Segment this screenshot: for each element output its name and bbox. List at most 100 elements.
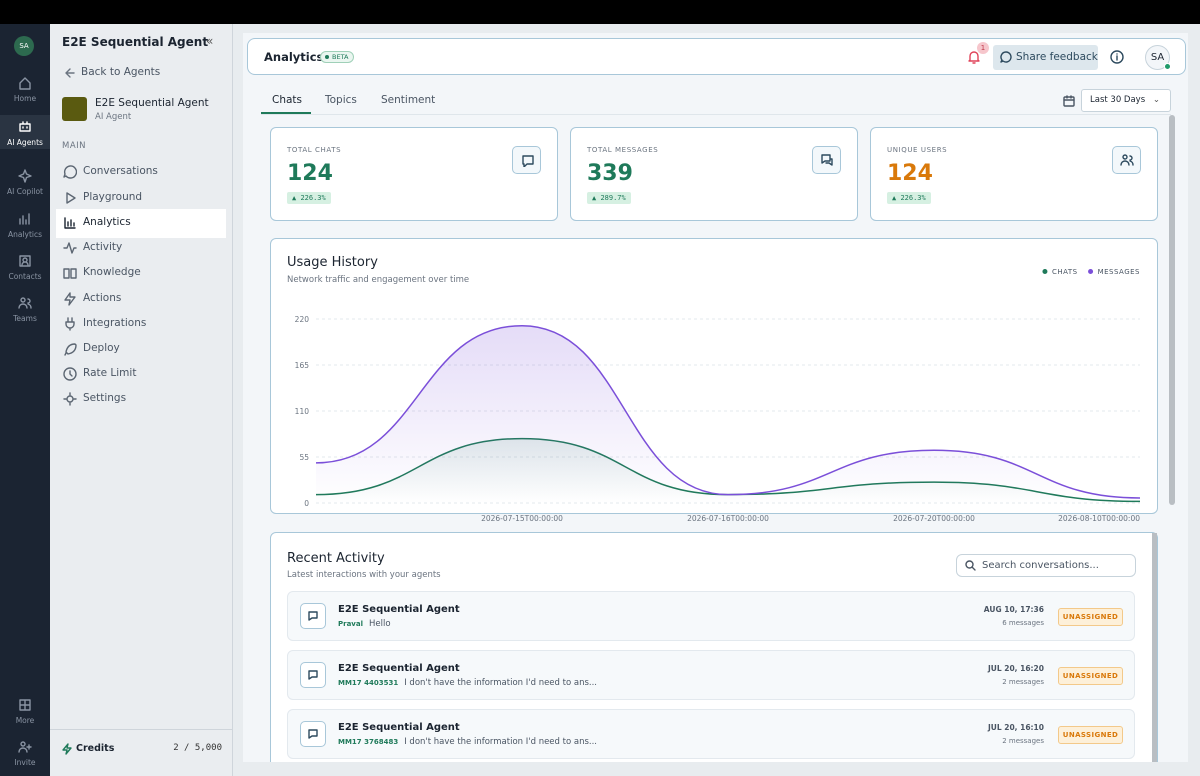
rail-label[interactable]: AI Copilot xyxy=(6,187,43,196)
stat-label: TOTAL CHATS xyxy=(287,146,342,154)
stat-card: TOTAL MESSAGES 339 ▲ 289.7% xyxy=(570,127,858,221)
icon-path xyxy=(63,392,77,406)
row-message: I don't have the information I'd need to… xyxy=(404,678,598,688)
change-text: 289.7% xyxy=(600,194,626,202)
tab[interactable]: Sentiment xyxy=(381,94,436,106)
icon-path xyxy=(1120,154,1134,166)
rail-label[interactable]: AI Agents xyxy=(7,138,43,147)
stat-card: TOTAL CHATS 124 ▲ 226.3% xyxy=(270,127,558,221)
change-text: 226.3% xyxy=(900,194,926,202)
rail-label[interactable]: Analytics xyxy=(7,230,43,239)
rail-icon xyxy=(19,121,31,132)
row-icon-box xyxy=(300,721,326,747)
nav-icon xyxy=(64,292,76,306)
page-title: Analytics xyxy=(264,50,324,64)
row-icon-box xyxy=(300,662,326,688)
y-tick-label: 110 xyxy=(295,407,310,416)
nav-item[interactable]: Analytics xyxy=(83,216,131,228)
nav-item[interactable]: Deploy xyxy=(83,342,120,354)
stat-label: TOTAL MESSAGES xyxy=(587,146,659,154)
stat-change: ▲ 289.7% xyxy=(587,192,631,204)
info-icon[interactable] xyxy=(1110,50,1124,64)
credits-label: Credits xyxy=(76,743,115,754)
row-time: JUL 20, 16:10 xyxy=(987,723,1044,732)
stat-icon-box xyxy=(812,146,841,174)
nav-item[interactable]: Conversations xyxy=(83,165,158,177)
nav-item[interactable]: Rate Limit xyxy=(83,367,137,379)
row-icon-box xyxy=(300,603,326,629)
x-tick-label: 2026-08-10T00:00:00 xyxy=(1058,514,1140,523)
rail-label[interactable]: Home xyxy=(13,94,37,103)
range-text: Last 30 Days xyxy=(1090,95,1146,105)
activity-row[interactable]: E2E Sequential Agent Praval Hello AUG 10, 1… xyxy=(287,591,1135,641)
nav-icon xyxy=(63,242,77,254)
stat-change: ▲ 226.3% xyxy=(887,192,931,204)
icon-path xyxy=(19,121,31,132)
rail-label[interactable]: Teams xyxy=(13,314,37,323)
row-sub: MM17 3768483 I don't have the information… xyxy=(338,737,597,747)
nav-item[interactable]: Settings xyxy=(83,392,127,404)
icon-path xyxy=(64,292,76,306)
sidebar: E2E Sequential Agent « Back to Agents E2… xyxy=(50,24,233,776)
agent-avatar xyxy=(62,97,87,121)
x-tick-label: 2026-07-20T00:00:00 xyxy=(893,514,975,523)
divider xyxy=(50,729,232,730)
feedback-button[interactable]: Share feedback xyxy=(993,45,1098,70)
icon-path xyxy=(19,213,30,225)
nav-item[interactable]: Integrations xyxy=(83,317,147,329)
series-area xyxy=(316,325,1140,503)
back-link[interactable]: Back to Agents xyxy=(81,66,161,78)
bell-icon[interactable] xyxy=(967,50,981,64)
nav-icon xyxy=(63,165,77,179)
legend-swatch xyxy=(1042,269,1048,274)
row-count: 2 messages xyxy=(1002,678,1044,686)
stat-value: 124 xyxy=(287,161,333,186)
nav-item[interactable]: Playground xyxy=(83,191,143,203)
nav-item[interactable]: Knowledge xyxy=(83,266,141,278)
nav-item[interactable]: Activity xyxy=(83,241,123,253)
stat-icon-box xyxy=(512,146,541,174)
icon-rail: SA Home AI Agents AI Copilot Analytics Conta… xyxy=(0,24,50,776)
card-scrollbar xyxy=(1152,533,1157,762)
legend-label: MESSAGES xyxy=(1098,268,1140,276)
activity-row[interactable]: E2E Sequential Agent MM17 4403531 I don't … xyxy=(287,650,1135,700)
icon-path xyxy=(65,317,75,331)
avatar: SA xyxy=(14,36,34,56)
rail-label[interactable]: Invite xyxy=(14,758,36,767)
row-icon xyxy=(308,729,318,739)
icon-path xyxy=(308,670,318,680)
row-status: UNASSIGNED xyxy=(1058,608,1123,626)
tabs-divider xyxy=(261,114,1171,115)
tab[interactable]: Topics xyxy=(325,94,357,106)
collapse-icon[interactable]: « xyxy=(206,34,214,48)
stat-icon-box xyxy=(1112,146,1141,174)
rail-icon xyxy=(19,213,30,225)
rail-icon xyxy=(19,77,31,90)
row-agent: E2E Sequential Agent xyxy=(338,604,460,615)
chart-title: Usage History xyxy=(287,255,378,270)
nav-item[interactable]: Actions xyxy=(83,292,122,304)
row-icon xyxy=(308,670,318,680)
activity-card: Recent Activity Latest interactions with… xyxy=(270,532,1158,762)
nav-icon xyxy=(64,217,76,229)
icon-path xyxy=(63,367,77,381)
icon-path xyxy=(63,165,77,179)
series-line xyxy=(315,324,1141,499)
range-select[interactable]: Last 30 Days ⌄ xyxy=(1081,89,1171,112)
row-count: 6 messages xyxy=(1002,619,1044,627)
nav-icon xyxy=(63,392,77,406)
agent-type: AI Agent xyxy=(95,112,132,122)
stat-value: 124 xyxy=(887,161,933,186)
x-tick-label: 2026-07-16T00:00:00 xyxy=(687,514,769,523)
search-box[interactable]: Search conversations... xyxy=(956,554,1136,577)
rail-icon xyxy=(18,297,32,309)
rail-label[interactable]: More xyxy=(15,716,35,725)
nav-icon xyxy=(63,367,77,381)
tab[interactable]: Chats xyxy=(272,94,303,106)
credits-value: 2 / 5,000 xyxy=(173,743,222,753)
rail-label[interactable]: Contacts xyxy=(8,272,42,281)
y-tick-label: 220 xyxy=(295,315,310,324)
icon-path xyxy=(64,343,77,356)
activity-row[interactable]: E2E Sequential Agent MM17 3768483 I don't … xyxy=(287,709,1135,759)
icon-path xyxy=(66,192,76,204)
